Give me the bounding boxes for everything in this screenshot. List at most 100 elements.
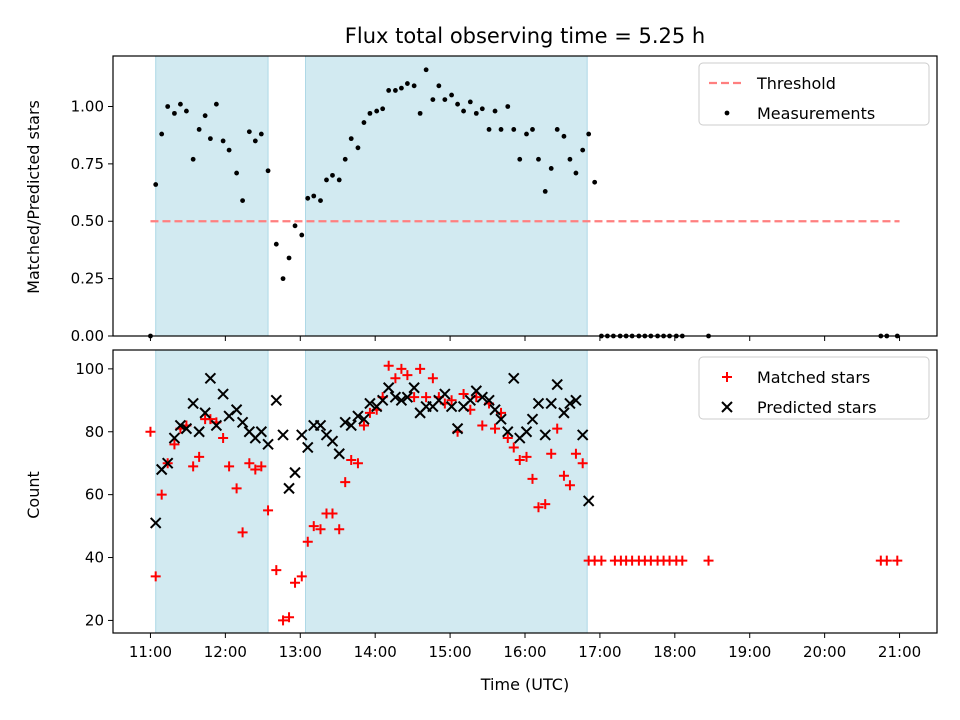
top-measurement-point <box>423 67 429 73</box>
x-tick-label: 20:00 <box>803 643 846 661</box>
predicted-stars-point <box>314 419 327 432</box>
matched-stars-point <box>250 464 261 475</box>
matched-stars-point <box>302 536 313 547</box>
matched-stars-point <box>477 420 488 431</box>
matched-stars-point <box>383 360 394 371</box>
top-measurement-point <box>324 177 329 183</box>
matched-stars-point <box>502 433 513 444</box>
top-y-axis-label: Matched/Predicted stars <box>24 100 43 294</box>
top-measurement-point <box>436 83 442 89</box>
top-measurement-point <box>252 138 258 144</box>
predicted-stars-point <box>551 378 563 391</box>
matched-stars-point <box>514 455 525 466</box>
predicted-stars-point <box>395 394 408 407</box>
x-tick-label: 19:00 <box>728 643 771 661</box>
predicted-stars-point <box>262 438 274 451</box>
predicted-stars-point <box>199 407 211 419</box>
predicted-stars-point <box>302 441 314 454</box>
top-measurement-point <box>455 101 460 107</box>
top-legend-label: Threshold <box>756 74 836 93</box>
top-measurement-point <box>153 182 159 187</box>
bottom-shaded-span <box>155 349 269 634</box>
predicted-stars-point <box>489 404 501 416</box>
matched-stars-point <box>340 477 351 488</box>
predicted-stars-point <box>582 495 595 507</box>
predicted-stars-point <box>564 397 576 410</box>
matched-stars-point <box>364 407 375 418</box>
top-measurement-point <box>417 110 423 116</box>
predicted-stars-point <box>187 397 199 410</box>
predicted-stars-point <box>236 416 249 429</box>
top-measurement-point <box>207 136 213 142</box>
top-measurement-point <box>404 81 410 86</box>
matched-stars-point <box>446 395 457 406</box>
predicted-stars-point <box>451 422 464 435</box>
predicted-stars-point <box>439 388 451 400</box>
matched-stars-point <box>290 577 301 588</box>
top-measurement-point <box>467 99 473 105</box>
predicted-stars-point <box>382 382 395 394</box>
predicted-stars-point <box>445 400 458 413</box>
top-measurement-point <box>305 195 311 201</box>
matched-stars-point <box>334 524 345 535</box>
matched-stars-point <box>194 451 205 462</box>
predicted-stars-point <box>358 413 370 425</box>
predicted-stars-point <box>193 426 205 438</box>
top-measurement-point <box>374 108 380 114</box>
predicted-stars-point <box>401 391 414 403</box>
top-measurement-point <box>361 120 367 125</box>
top-measurement-point <box>299 232 305 238</box>
top-y-tick-label: 0.50 <box>71 212 104 230</box>
top-measurement-point <box>220 138 226 144</box>
matched-stars-point <box>703 555 714 566</box>
matched-stars-point <box>390 373 401 384</box>
matched-stars-point <box>540 499 551 510</box>
top-measurement-point <box>524 131 529 137</box>
matched-stars-point <box>205 414 216 425</box>
top-measurement-point <box>336 177 342 183</box>
top-measurement-point <box>430 97 436 103</box>
predicted-stars-point <box>526 413 539 425</box>
top-measurement-point <box>273 241 279 247</box>
predicted-stars-point <box>532 397 545 410</box>
top-measurement-point <box>367 110 373 116</box>
top-measurement-point <box>479 106 485 112</box>
matched-stars-point <box>271 565 282 576</box>
x-tick-label: 15:00 <box>428 643 471 661</box>
top-measurement-point <box>554 127 560 132</box>
top-measurement-point <box>292 223 298 229</box>
matched-stars-point <box>315 524 326 535</box>
matched-stars-point <box>892 555 903 566</box>
matched-stars-point <box>421 392 432 403</box>
top-measurement-point <box>265 168 271 174</box>
predicted-stars-point <box>174 419 187 432</box>
top-legend-box <box>698 62 930 126</box>
legend-measurements-swatch <box>724 110 730 116</box>
predicted-stars-point <box>204 372 217 385</box>
top-measurement-point <box>536 156 541 162</box>
top-measurement-point <box>567 156 573 162</box>
predicted-stars-point <box>508 372 520 385</box>
predicted-stars-point <box>230 404 243 416</box>
bottom-shaded-span <box>305 349 588 634</box>
top-measurement-point <box>449 92 454 98</box>
predicted-stars-point <box>364 397 376 410</box>
predicted-stars-point <box>376 394 389 407</box>
top-measurement-point <box>511 127 517 132</box>
top-measurement-point <box>172 110 177 116</box>
top-measurement-point <box>592 179 598 185</box>
predicted-stars-point <box>270 394 283 407</box>
top-measurement-point <box>280 276 286 282</box>
matched-stars-point <box>881 555 892 566</box>
top-panel: 0.00 0.25 0.50 0.75 1.00 Threshold Measurement… <box>71 55 938 345</box>
bottom-y-axis-label: Count <box>24 471 43 519</box>
matched-stars-point <box>188 461 199 472</box>
predicted-stars-point <box>495 413 507 425</box>
top-measurement-point <box>573 170 579 176</box>
matched-stars-point <box>490 423 501 434</box>
matched-stars-point <box>427 373 438 384</box>
top-legend-label: Measurements <box>757 104 875 123</box>
matched-stars-point <box>352 458 363 469</box>
matched-stars-point <box>256 461 267 472</box>
